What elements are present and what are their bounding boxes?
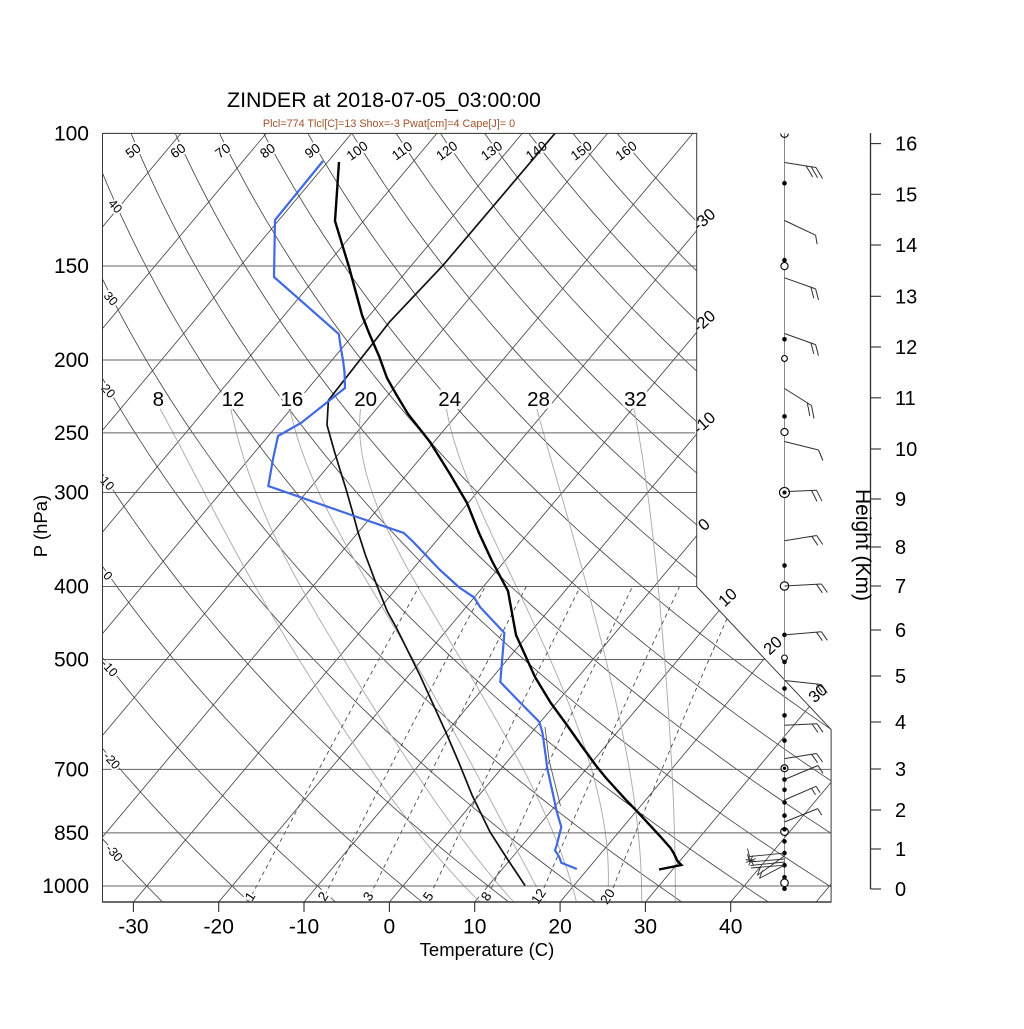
svg-text:30: 30 (634, 916, 657, 939)
svg-text:700: 700 (54, 758, 89, 781)
svg-text:-30: -30 (118, 916, 148, 939)
svg-text:16: 16 (280, 388, 303, 411)
svg-text:400: 400 (54, 576, 89, 599)
svg-text:3: 3 (895, 759, 906, 781)
svg-text:7: 7 (895, 576, 906, 598)
svg-text:20: 20 (354, 388, 377, 411)
svg-text:70: 70 (212, 140, 233, 161)
svg-text:5: 5 (895, 666, 906, 688)
svg-text:11: 11 (895, 388, 916, 410)
svg-text:32: 32 (624, 388, 647, 411)
svg-text:Temperature (C): Temperature (C) (420, 939, 555, 960)
svg-text:12: 12 (222, 388, 245, 411)
svg-text:100: 100 (54, 122, 89, 145)
svg-text:20: 20 (548, 916, 571, 939)
svg-text:80: 80 (257, 140, 278, 161)
svg-text:200: 200 (54, 349, 89, 372)
svg-text:4: 4 (895, 712, 906, 734)
svg-text:12: 12 (895, 337, 917, 359)
svg-text:-10: -10 (289, 916, 319, 939)
svg-text:500: 500 (54, 649, 89, 672)
svg-text:16: 16 (895, 134, 917, 156)
svg-text:13: 13 (895, 286, 917, 308)
svg-text:14: 14 (895, 235, 917, 257)
svg-text:16: 16 (280, 388, 303, 411)
svg-text:150: 150 (54, 255, 89, 278)
svg-text:10: 10 (463, 916, 486, 939)
svg-text:250: 250 (54, 422, 89, 445)
svg-text:0: 0 (895, 879, 906, 901)
svg-text:2: 2 (895, 800, 906, 822)
svg-text:-20: -20 (204, 916, 234, 939)
svg-text:8: 8 (153, 388, 164, 411)
svg-text:10: 10 (895, 439, 917, 461)
svg-text:40: 40 (719, 916, 742, 939)
svg-text:9: 9 (895, 489, 906, 511)
svg-text:24: 24 (438, 388, 461, 411)
svg-text:0: 0 (384, 916, 396, 939)
svg-text:8: 8 (895, 537, 906, 559)
svg-text:ZINDER at 2018-07-05_03:00:00: ZINDER at 2018-07-05_03:00:00 (227, 88, 541, 112)
svg-text:300: 300 (54, 482, 89, 505)
svg-text:6: 6 (895, 620, 906, 642)
svg-text:Plcl=774 Tlcl[C]=13 Shox=-3 Pw: Plcl=774 Tlcl[C]=13 Shox=-3 Pwat[cm]=4 C… (263, 118, 515, 130)
svg-text:Height (Km): Height (Km) (851, 489, 874, 601)
svg-text:28: 28 (527, 388, 550, 411)
svg-text:32: 32 (624, 388, 647, 411)
svg-text:1000: 1000 (42, 875, 89, 898)
svg-text:50: 50 (123, 140, 144, 161)
svg-text:90: 90 (302, 140, 323, 161)
svg-text:1: 1 (895, 839, 906, 861)
svg-text:12: 12 (222, 388, 245, 411)
svg-text:8: 8 (153, 388, 164, 411)
svg-text:15: 15 (895, 184, 917, 206)
svg-text:P (hPa): P (hPa) (30, 495, 51, 557)
svg-text:850: 850 (54, 822, 89, 845)
svg-text:24: 24 (438, 388, 461, 411)
svg-text:60: 60 (167, 140, 188, 161)
svg-text:20: 20 (354, 388, 377, 411)
svg-text:28: 28 (527, 388, 550, 411)
